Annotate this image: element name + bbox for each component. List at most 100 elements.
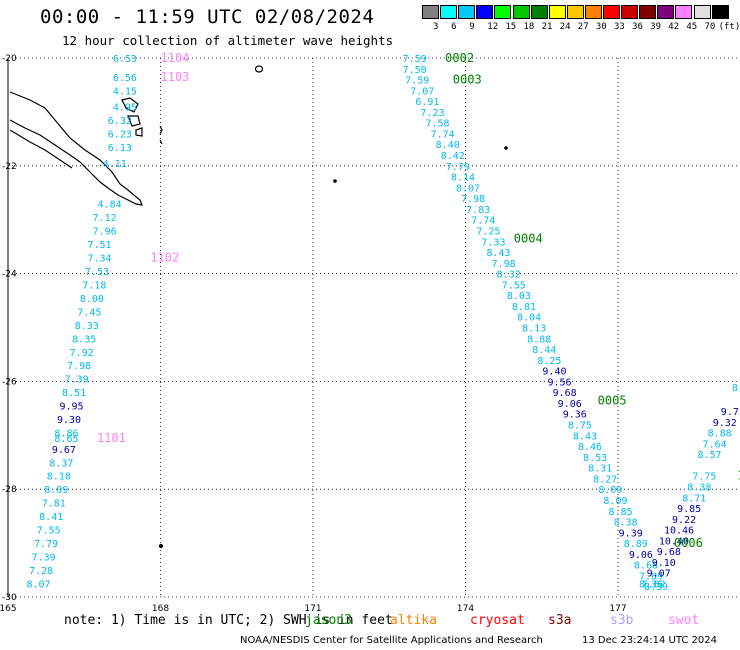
legend-swatch	[440, 5, 458, 19]
cycle-labels: 1104 1103 1102 1101 0002 0003 0004 0005 0006 1	[97, 51, 740, 550]
wave-height-label: 7.34	[87, 253, 111, 264]
wave-height-label: 8.43	[573, 431, 597, 442]
legend-label: 9	[469, 22, 475, 32]
satellite-cryosat: cryosat	[470, 613, 525, 628]
wave-height-label: 7.81	[42, 499, 66, 510]
legend-swatch	[584, 5, 602, 19]
wave-height-label: 9.06	[558, 399, 582, 410]
cycle-number-label: 1103	[161, 70, 190, 84]
wave-height-label: 8.51	[62, 388, 86, 399]
legend-label: 6	[451, 22, 457, 32]
wave-height-label: 7.98	[67, 361, 91, 372]
legend-label: 3	[433, 22, 439, 32]
lat-tick-label: -28	[2, 485, 17, 495]
wave-height-label: 8.57	[697, 450, 721, 461]
legend-swatch	[548, 5, 566, 19]
legend-label: 39	[650, 22, 662, 32]
lat-tick-label: -30	[2, 593, 17, 603]
wave-height-label: 9.10	[652, 558, 676, 569]
wave-height-label: 6.91	[415, 97, 439, 108]
wave-height-label: 8.89	[624, 539, 648, 550]
islet-mark	[504, 146, 508, 150]
wave-height-label: 7.55	[502, 280, 526, 291]
wave-height-label: 8.14	[451, 173, 475, 184]
wave-height-label: 8.46	[578, 442, 602, 453]
wave-height-label: 7.07	[410, 86, 434, 97]
wave-height-label: 9.30	[57, 415, 81, 426]
wave-height-label: 4.15	[113, 86, 137, 97]
wave-height-label: 6.56	[113, 73, 137, 84]
wave-height-label: 4.11	[103, 159, 127, 170]
wave-height-label: 8.53	[583, 453, 607, 464]
lat-tick-label: -22	[2, 162, 17, 172]
wave-height-label: 4.95	[113, 103, 137, 114]
legend-label: 36	[632, 22, 643, 32]
legend-swatch	[530, 5, 548, 19]
wave-height-label: 6.53	[113, 54, 137, 65]
wave-height-label: 8.42	[441, 151, 465, 162]
wave-height-label: 8.27	[593, 474, 617, 485]
satellite-swot: swot	[668, 613, 700, 628]
wave-height-label: 7.55	[37, 526, 61, 537]
lat-tick-label: -26	[2, 377, 17, 387]
wave-height-label: 9.56	[547, 377, 571, 388]
wave-height-label: 8.44	[532, 345, 556, 356]
wave-height-label: 9.68	[657, 547, 681, 558]
cycle-number-label: 0004	[514, 232, 543, 246]
legend-swatch	[422, 5, 439, 19]
wave-height-label: 7.83	[466, 205, 490, 216]
cycle-number-label: 1102	[150, 250, 179, 264]
generated-timestamp: 13 Dec 23:24:14 UTC 2024	[582, 635, 717, 646]
cycle-number-label: 0003	[453, 73, 482, 87]
wave-height-label: 8.41	[39, 512, 63, 523]
wave-height-label: 7.92	[70, 348, 94, 359]
legend-swatch	[693, 5, 711, 19]
wave-height-label: 7.75	[692, 472, 716, 483]
coastline	[9, 65, 508, 549]
wave-height-label: 7.25	[476, 226, 500, 237]
legend-swatch	[512, 5, 530, 19]
wave-height-label: 7.53	[85, 267, 109, 278]
credit-line: NOAA/NESDIS Center for Satellite Applica…	[240, 635, 543, 646]
legend-label: 24	[559, 22, 571, 32]
lat-tick-label: -24	[2, 270, 17, 280]
legend-label: 12	[487, 22, 499, 32]
wave-height-label: 7.79	[34, 539, 58, 550]
legend-unit: (ft)	[718, 22, 740, 32]
wave-height-label: 8.43	[486, 248, 510, 259]
legend-swatch	[566, 5, 584, 19]
legend-label: 27	[577, 22, 589, 32]
wave-height-label: 8.81	[512, 302, 536, 313]
loyalty-islands-coast	[121, 97, 143, 137]
wave-height-label: 9.22	[672, 515, 696, 526]
wave-height-label: 9.06	[629, 550, 653, 561]
wave-height-label: 8.65	[54, 434, 78, 445]
wave-height-label: 8.37	[49, 458, 73, 469]
wave-height-label: 8.07	[456, 183, 480, 194]
legend-label: 33	[614, 22, 625, 32]
wave-height-label: 6.23	[108, 129, 132, 140]
legend-swatch	[494, 5, 512, 19]
wave-height-label: 8.36	[639, 580, 663, 591]
wave-height-label: 7.64	[703, 439, 727, 450]
legend-label: 45	[686, 22, 698, 32]
legend-swatch	[657, 5, 675, 19]
wave-height-label: 7.79	[446, 162, 470, 173]
satellite-jason3: jason3	[305, 613, 352, 628]
wave-height-label: 9.67	[52, 445, 76, 456]
lon-tick-label: 177	[609, 604, 626, 614]
lon-tick-label: 171	[304, 604, 321, 614]
wave-height-label: 9.7	[721, 407, 739, 418]
wave-height-label: 7.18	[82, 280, 106, 291]
legend-label: 18	[523, 22, 535, 32]
wave-height-label: 10.46	[664, 526, 694, 537]
wave-height-label: 7.98	[461, 194, 485, 205]
wave-height-label: 8.18	[47, 472, 71, 483]
page-title: 00:00 - 11:59 UTC 02/08/2024	[40, 6, 375, 28]
wave-height-label: 9.95	[59, 402, 83, 413]
lon-tick-label: 174	[457, 604, 474, 614]
legend-swatch	[603, 5, 620, 19]
wave-height-label: 8.09	[598, 485, 622, 496]
axis-ticks: 165 168 171 174 177 -20 -22 -24 -26 -28 -30	[0, 54, 627, 614]
